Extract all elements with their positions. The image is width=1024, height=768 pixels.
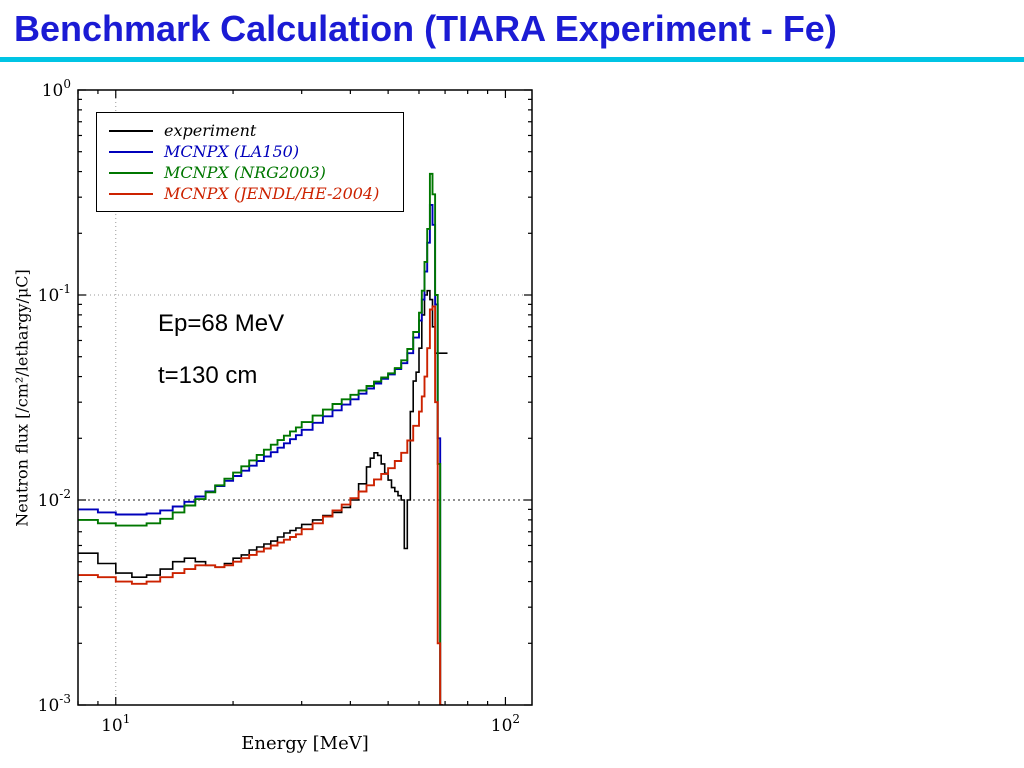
annotation-shield-thickness: t=130 cm	[158, 362, 258, 389]
legend-label: experiment	[164, 121, 257, 140]
tick-label: 101	[101, 712, 130, 736]
legend-label: MCNPX (JENDL/HE-2004)	[164, 184, 380, 203]
legend-item-3: MCNPX (NRG2003)	[109, 162, 391, 183]
plot-frame	[77, 89, 533, 706]
legend-label: MCNPX (LA150)	[164, 142, 300, 161]
legend-line-sample	[109, 129, 153, 132]
series-line-4	[78, 305, 443, 705]
chart-legend: experiment MCNPX (LA150) MCNPX (NRG2003) MC…	[96, 112, 404, 212]
x-axis-label: Energy [MeV]	[241, 733, 369, 754]
annotation-proton-energy: Ep=68 MeV	[158, 310, 285, 337]
page-title: Benchmark Calculation (TIARA Experiment …	[14, 8, 837, 49]
tick-label: 10-3	[38, 692, 71, 716]
legend-item-1: experiment	[109, 120, 391, 141]
series-lines	[78, 172, 448, 705]
legend-item-4: MCNPX (JENDL/HE-2004)	[109, 183, 391, 204]
legend-label: MCNPX (NRG2003)	[164, 163, 326, 182]
legend-item-2: MCNPX (LA150)	[109, 141, 391, 162]
title-divider	[0, 57, 1024, 62]
legend-line-sample	[109, 192, 153, 195]
legend-line-sample	[109, 150, 153, 153]
legend-line-sample	[109, 171, 153, 174]
series-line-3	[78, 172, 443, 705]
tick-label: 10-2	[38, 487, 71, 511]
tick-label: 100	[42, 77, 71, 101]
gridlines	[78, 90, 532, 705]
tick-label: 10-1	[38, 282, 71, 306]
y-axis-label: Neutron flux [/cm²/lethargy/μC]	[12, 269, 32, 527]
